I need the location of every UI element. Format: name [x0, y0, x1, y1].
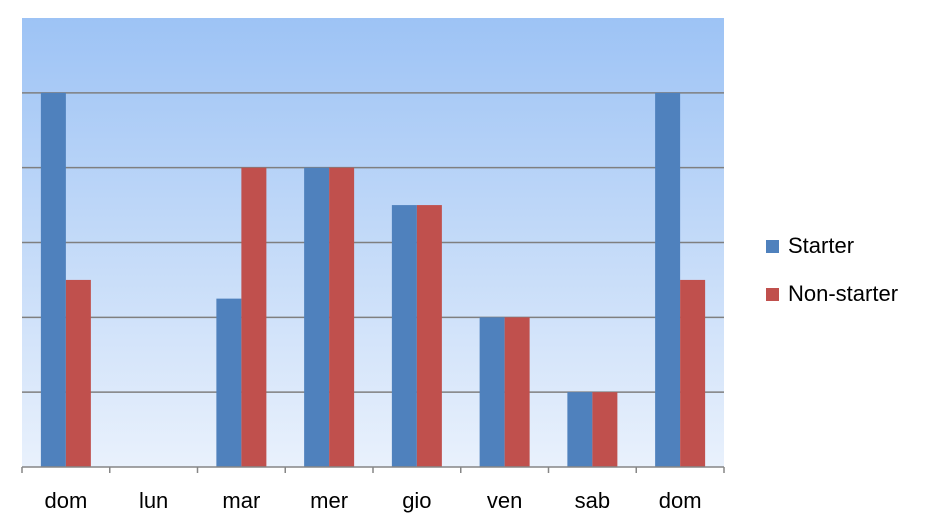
bar-non-starter-2: [241, 167, 267, 467]
bar-starter-7: [655, 92, 681, 467]
x-axis: dom lun mar mer gio ven sab dom: [21, 466, 725, 513]
legend-item-non-starter: Non-starter: [766, 270, 898, 318]
bar-non-starter-0: [65, 279, 91, 467]
legend-swatch-starter: [766, 239, 779, 253]
legend: Starter Non-starter: [766, 222, 898, 318]
bar-starter-4: [391, 205, 417, 468]
x-tick-label: dom: [44, 488, 87, 513]
x-tick-label: ven: [487, 488, 522, 513]
bars: [40, 92, 706, 468]
bar-starter-5: [479, 317, 505, 467]
bar-non-starter-4: [416, 205, 442, 468]
legend-label-non-starter: Non-starter: [788, 281, 899, 306]
bar-starter-6: [567, 392, 593, 467]
bar-starter-3: [304, 167, 330, 467]
bar-starter-2: [216, 298, 242, 467]
legend-label-starter: Starter: [788, 233, 855, 258]
bar-non-starter-5: [504, 317, 530, 467]
legend-swatch-non-starter: [766, 287, 779, 301]
bar-non-starter-6: [592, 392, 618, 467]
x-tick-label: gio: [402, 488, 431, 513]
bar-non-starter-3: [329, 167, 355, 467]
x-tick-label: mar: [222, 488, 260, 513]
x-tick-label: mer: [310, 488, 348, 513]
x-tick-label: sab: [575, 488, 610, 513]
bar-starter-0: [40, 92, 66, 467]
bar-non-starter-7: [680, 279, 706, 467]
x-tick-label: dom: [659, 488, 702, 513]
x-tick-label: lun: [139, 488, 168, 513]
legend-item-starter: Starter: [766, 222, 898, 270]
